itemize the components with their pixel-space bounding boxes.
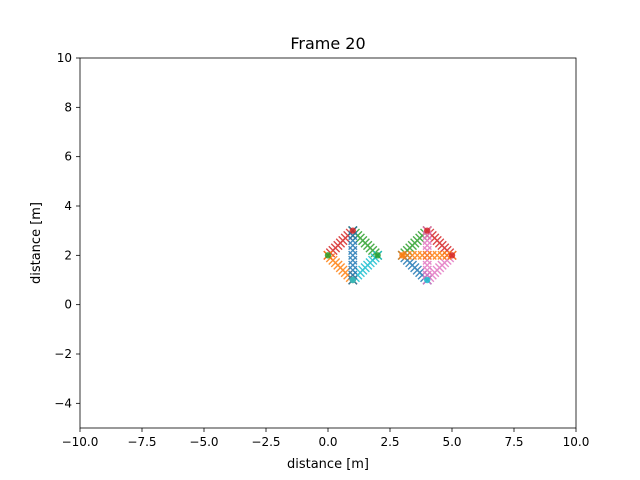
y-axis: −4 −2 0 2 4 6 8 10: [54, 51, 80, 410]
y-tick-label: 4: [64, 199, 72, 213]
y-tick-label: −4: [54, 396, 72, 410]
x-tick-label: 0.0: [318, 435, 337, 449]
x-tick-label: 5.0: [442, 435, 461, 449]
vertex-point: [324, 252, 332, 259]
y-tick-label: 8: [64, 100, 72, 114]
vertex-point: [448, 252, 456, 259]
x-axis-label: distance [m]: [287, 457, 369, 472]
x-tick-label: 7.5: [504, 435, 523, 449]
vertex-point: [424, 227, 431, 234]
y-tick-label: −2: [54, 347, 72, 361]
x-tick-label: −7.5: [127, 435, 156, 449]
y-tick-label: 2: [64, 248, 72, 262]
x-tick-label: −2.5: [251, 435, 280, 449]
y-tick-label: 10: [57, 51, 72, 65]
vertex-point: [349, 276, 356, 284]
x-tick-label: 2.5: [380, 435, 399, 449]
vertex-group-2: [324, 252, 381, 259]
vertex-point: [349, 227, 356, 234]
vertex-point: [424, 276, 431, 284]
plot-marks: [323, 225, 457, 285]
x-tick-label: −5.0: [189, 435, 218, 449]
x-tick-label: −10.0: [62, 435, 99, 449]
vertex-group-1: [349, 227, 456, 259]
x-tick-label: 10.0: [563, 435, 590, 449]
vertex-point: [374, 252, 381, 259]
chart-title: Frame 20: [290, 34, 365, 53]
vertex-group-4: [349, 276, 431, 284]
y-tick-label: 6: [64, 150, 72, 164]
y-tick-label: 0: [64, 298, 72, 312]
vertex-point: [399, 252, 406, 259]
y-axis-label: distance [m]: [29, 202, 44, 284]
x-axis: −10.0 −7.5 −5.0 −2.5 0.0 2.5 5.0 7.5 10.0: [62, 428, 590, 449]
